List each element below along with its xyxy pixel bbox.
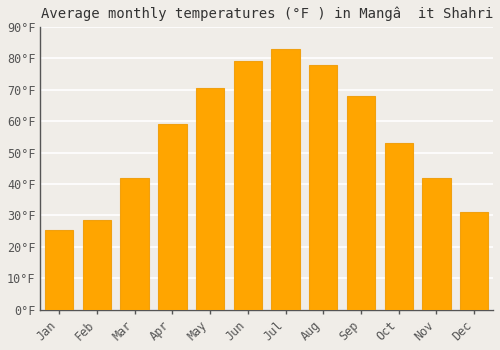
Bar bbox=[422, 178, 450, 310]
Bar bbox=[45, 230, 74, 310]
Bar bbox=[83, 220, 111, 310]
Bar bbox=[196, 88, 224, 310]
Title: Average monthly temperatures (°F ) in Mangâ  it Shahri: Average monthly temperatures (°F ) in Ma… bbox=[40, 7, 493, 21]
Bar bbox=[309, 64, 338, 310]
Bar bbox=[158, 124, 186, 310]
Bar bbox=[347, 96, 375, 310]
Bar bbox=[234, 61, 262, 310]
Bar bbox=[460, 212, 488, 310]
Bar bbox=[120, 178, 149, 310]
Bar bbox=[384, 143, 413, 310]
Bar bbox=[272, 49, 299, 310]
